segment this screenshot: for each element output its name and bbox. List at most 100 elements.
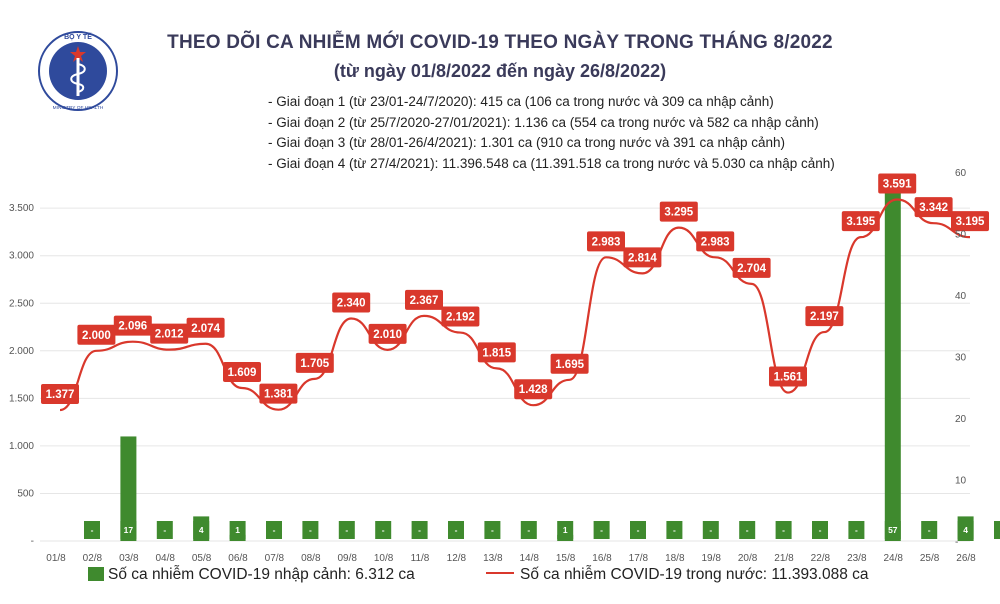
note-period-4: - Giai đoạn 4 (từ 27/4/2021): 11.396.548…	[268, 155, 835, 171]
line-value-label: 2.096	[118, 321, 147, 333]
x-tick: 23/8	[847, 553, 867, 564]
y-tick-right: 10	[955, 476, 967, 487]
bar-label-tile	[302, 521, 319, 539]
x-tick: 08/8	[301, 553, 321, 564]
bar-value-label: -	[709, 525, 712, 535]
line-label-box	[441, 306, 480, 327]
line-layer	[59, 198, 971, 412]
bar	[884, 190, 901, 541]
bar-value-label: -	[91, 525, 94, 535]
bar-label-tile	[921, 521, 938, 539]
bar-value-label: -	[418, 525, 421, 535]
line-label-box	[769, 366, 807, 387]
line-label-box	[805, 306, 844, 327]
bar-value-label: -	[491, 525, 494, 535]
bar-label-tile	[593, 521, 610, 539]
bar-label-tile	[338, 521, 355, 539]
bar-label-tile	[193, 521, 210, 539]
line-value-label: 1.705	[300, 358, 329, 370]
bar-label-tile	[666, 521, 683, 539]
line-value-label: 3.342	[919, 202, 948, 214]
line-value-label: 1.609	[228, 367, 257, 379]
line-label-box	[77, 324, 116, 345]
line-value-label: 2.010	[373, 329, 402, 341]
bar-value-label: -	[637, 525, 640, 535]
line-value-label: 2.983	[701, 236, 730, 248]
bar-value-label: -	[600, 525, 603, 535]
bar-label-tile	[994, 521, 1000, 539]
x-tick: 15/8	[556, 553, 576, 564]
line-label-box	[914, 197, 953, 218]
line-label-box	[259, 383, 298, 404]
bar-value-label: -	[345, 525, 348, 535]
line-label-box	[514, 379, 553, 400]
line-value-label: 2.192	[446, 312, 475, 324]
svg-text:MINISTRY OF HEALTH: MINISTRY OF HEALTH	[53, 105, 104, 111]
line-value-label: 1.695	[555, 359, 584, 371]
bar-value-label: 1	[563, 525, 568, 535]
x-tick: 12/8	[447, 553, 467, 564]
x-tick: 02/8	[83, 553, 103, 564]
bar-label-tile	[375, 521, 392, 539]
x-tick: 16/8	[592, 553, 612, 564]
bar-value-label: 1	[235, 525, 240, 535]
y-tick-left: 2.500	[9, 298, 34, 309]
y-tick-right: 60	[955, 168, 967, 179]
line-label-box	[150, 323, 189, 344]
line-value-label: 2.012	[155, 329, 184, 341]
x-tick: 24/8	[883, 553, 903, 564]
y-tick-right: 40	[955, 291, 967, 302]
x-tick: 17/8	[629, 553, 649, 564]
bar-label-tile	[266, 521, 282, 539]
line-label-box	[550, 353, 589, 374]
x-tick: 09/8	[337, 553, 357, 564]
bar-value-label: -	[163, 525, 166, 535]
bar-value-label: -	[273, 525, 276, 535]
domestic-cases-line	[59, 198, 971, 412]
line-value-label: 3.195	[956, 216, 985, 228]
line-label-box	[587, 231, 625, 252]
line-label-box	[477, 342, 516, 363]
line-label-box	[696, 231, 735, 252]
note-period-2: - Giai đoạn 2 (từ 25/7/2020-27/01/2021):…	[268, 114, 819, 130]
line-label-box	[223, 361, 261, 382]
line-value-label: 3.195	[846, 216, 875, 228]
line-value-label: 2.074	[191, 323, 220, 335]
line-label-box	[732, 257, 771, 278]
bar-label-tile	[411, 521, 428, 539]
line-label-box	[41, 384, 79, 405]
chart-title: THEO DÕI CA NHIỄM MỚI COVID-19 THEO NGÀY…	[167, 32, 833, 53]
y-tick-right: 20	[955, 414, 967, 425]
y-tick-left: 3.500	[9, 203, 34, 214]
line-label-box	[368, 323, 407, 344]
bar-label-tile	[229, 521, 246, 539]
y-tick-right: 30	[955, 353, 967, 364]
bar-label-tile	[848, 521, 865, 539]
x-tick: 01/8	[46, 553, 66, 564]
x-tick: 11/8	[411, 553, 430, 564]
x-tick: 06/8	[228, 553, 248, 564]
line-label-box	[295, 352, 334, 373]
bar-value-label: -	[819, 525, 822, 535]
bar-label-tile	[739, 521, 756, 539]
note-period-3: - Giai đoạn 3 (từ 28/01-26/4/2021): 1.30…	[268, 135, 786, 150]
legend-domestic: Số ca nhiễm COVID-19 trong nước: 11.393.…	[486, 566, 869, 584]
line-label-box	[623, 247, 662, 268]
x-tick: 05/8	[192, 553, 212, 564]
bar-value-label: 17	[124, 525, 134, 535]
line-label-box	[878, 173, 917, 194]
line-value-label: 2.340	[337, 297, 366, 309]
x-tick: 10/8	[374, 553, 394, 564]
bar-value-label: -	[455, 525, 458, 535]
legend-bar-swatch	[88, 567, 104, 581]
legend-line-swatch	[486, 572, 514, 574]
x-tick: 26/8	[956, 553, 976, 564]
y-tick-left: 500	[17, 488, 34, 499]
line-label-box	[186, 317, 225, 338]
line-value-label: 3.295	[664, 207, 693, 219]
x-tick: 19/8	[701, 553, 721, 564]
bar-label-tile	[120, 521, 137, 539]
bar-value-label: -	[382, 525, 385, 535]
x-tick: 20/8	[738, 553, 758, 564]
